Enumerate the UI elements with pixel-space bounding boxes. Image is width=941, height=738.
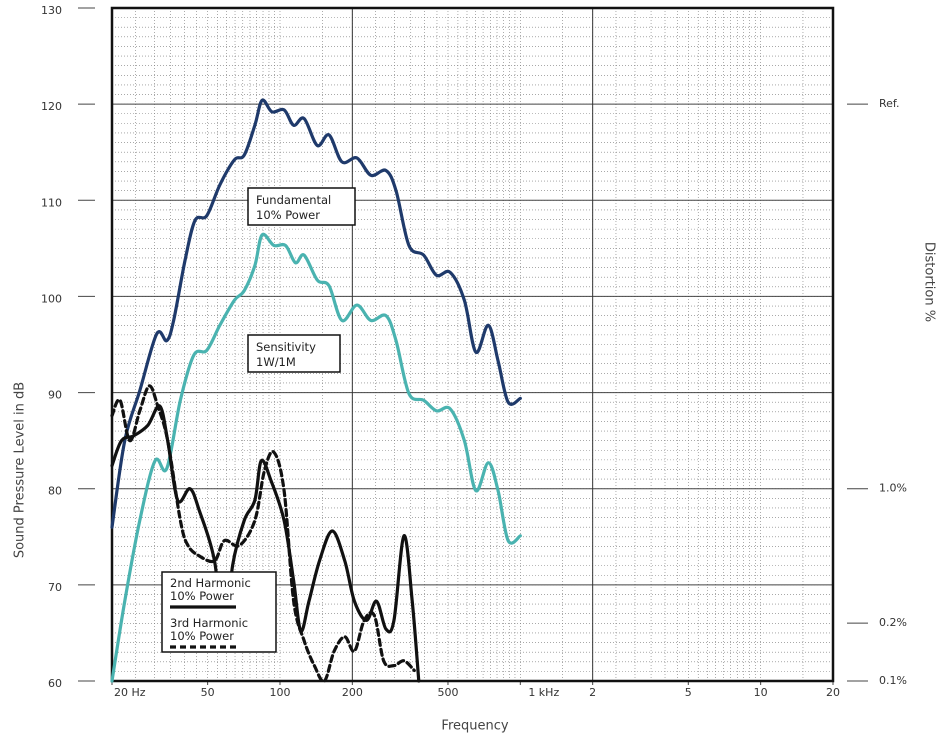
y2-tick-label: 0.2%: [879, 616, 907, 629]
y-tick-label: 60: [48, 677, 62, 690]
y-tick-label: 110: [41, 196, 62, 209]
y-axis-title: Sound Pressure Level in dB: [13, 382, 28, 558]
x-tick-label: 200: [342, 686, 363, 699]
x-axis-title: Frequency: [441, 719, 508, 734]
y-tick-label: 70: [48, 581, 62, 594]
legend-sublabel: 10% Power: [170, 589, 234, 603]
x-tick-label: 20 Hz: [114, 686, 146, 699]
series-name: Sensitivity: [256, 340, 316, 354]
y2-tick-label: 1.0%: [879, 482, 907, 495]
y-tick-label: 100: [41, 292, 62, 305]
y-tick-label: 130: [41, 4, 62, 17]
x-tick-label: 1 kHz: [528, 686, 559, 699]
series-line: [110, 384, 416, 683]
series-name: Fundamental: [256, 193, 331, 207]
y-tick-label: 80: [48, 485, 62, 498]
y2-tick-label: Ref.: [879, 97, 900, 110]
plot-border: [110, 6, 835, 683]
x-tick-label: 10: [754, 686, 768, 699]
legend-box: [161, 571, 277, 653]
legend-name: 2nd Harmonic: [170, 576, 251, 590]
series-line: [110, 232, 522, 683]
x-tick-label: 2: [589, 686, 596, 699]
series-line: [110, 98, 522, 529]
x-tick-label: 50: [201, 686, 215, 699]
y-tick-label: 120: [41, 100, 62, 113]
x-tick-label: 5: [685, 686, 692, 699]
y2-axis-title: Distortion %: [922, 242, 937, 322]
legend-name: 3rd Harmonic: [170, 616, 248, 630]
x-tick-label: 100: [269, 686, 290, 699]
y-tick-label: 90: [48, 389, 62, 402]
x-tick-label: 500: [437, 686, 458, 699]
label-box: [247, 187, 356, 226]
label-box: [247, 334, 341, 373]
series-sublabel: 10% Power: [256, 208, 320, 222]
legend-sublabel: 10% Power: [170, 629, 234, 643]
series-sublabel: 1W/1M: [256, 355, 296, 369]
y2-tick-label: 0.1%: [879, 674, 907, 687]
x-tick-label: 20: [826, 686, 840, 699]
